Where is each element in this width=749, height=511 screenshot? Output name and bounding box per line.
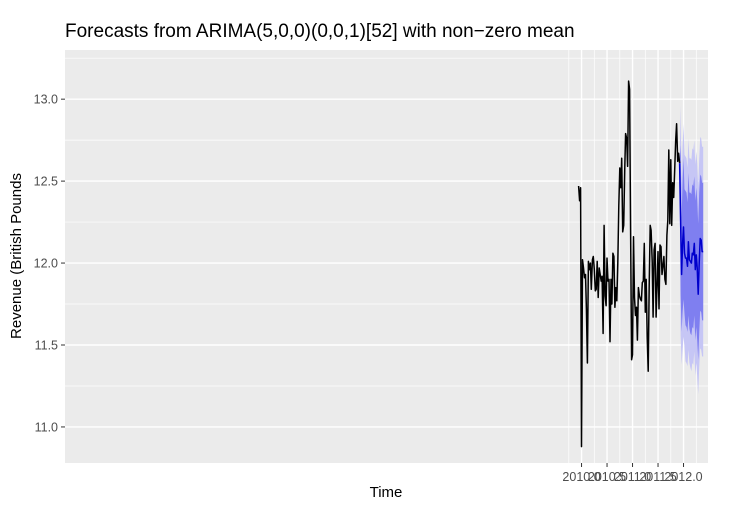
y-tick-label: 11.0 (35, 420, 58, 434)
y-axis-title: Revenue (British Pounds (8, 173, 25, 339)
chart-title: Forecasts from ARIMA(5,0,0)(0,0,1)[52] w… (65, 21, 575, 42)
x-tick-label: 2010.5 (588, 470, 626, 484)
x-tick-label: 2010.0 (562, 470, 600, 484)
plot-panel (65, 50, 708, 463)
y-tick-label: 11.5 (35, 339, 58, 353)
prediction-interval-80 (679, 145, 704, 360)
y-tick-label: 13.0 (34, 93, 58, 107)
x-axis-title: Time (370, 484, 403, 501)
y-axis: 11.0 11.5 12.0 12.5 13.0 (34, 93, 65, 434)
y-tick-label: 12.5 (34, 175, 58, 189)
x-tick-label: 2011.5 (639, 470, 676, 484)
panel-background (65, 50, 708, 463)
y-tick-label: 12.0 (34, 257, 58, 271)
forecast-series-line (678, 163, 704, 295)
x-tick-label: 2012.0 (664, 470, 702, 484)
history-series-line (577, 80, 681, 448)
x-tick-label: 2011.0 (614, 470, 651, 484)
